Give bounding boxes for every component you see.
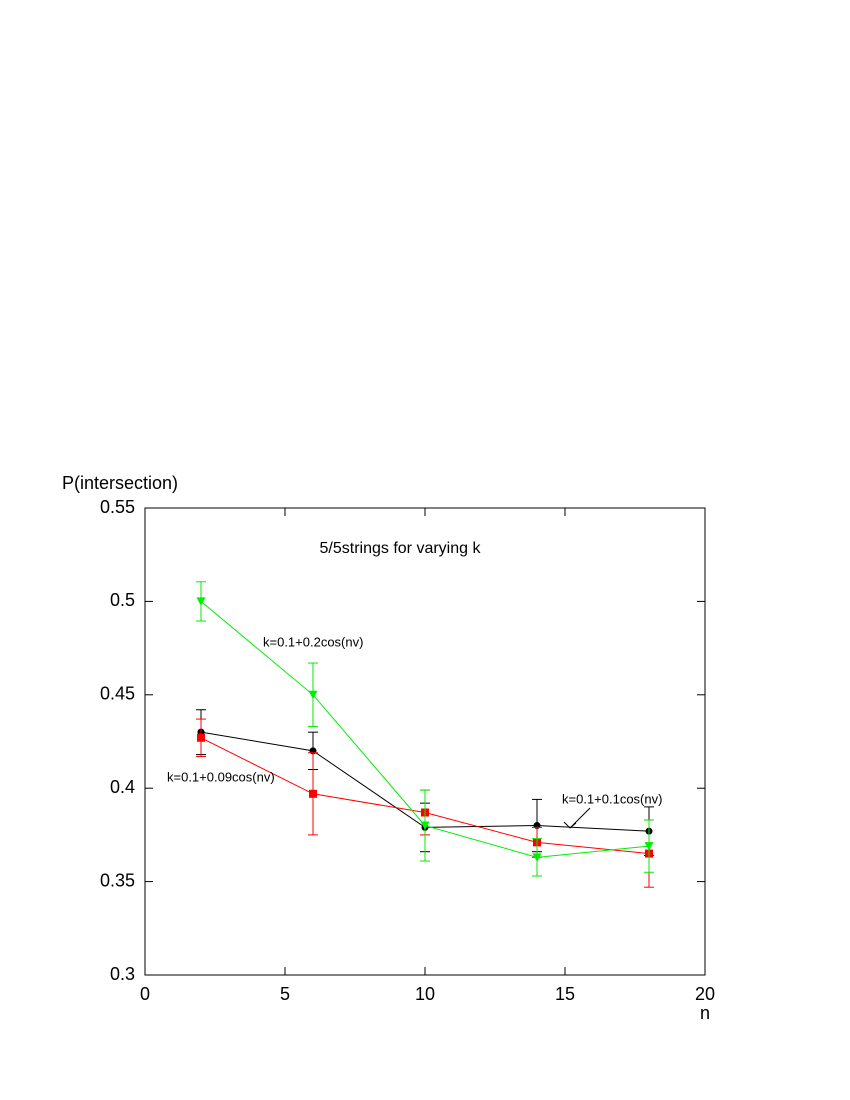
data-point	[532, 853, 542, 862]
x-axis-label: n	[700, 1003, 710, 1023]
y-tick-label: 0.35	[100, 870, 135, 890]
series-label: k=0.1+0.2cos(nv)	[263, 634, 363, 649]
x-tick-label: 0	[140, 984, 150, 1004]
y-axis-label: P(intersection)	[62, 473, 178, 493]
y-tick-label: 0.5	[110, 590, 135, 610]
data-point	[644, 842, 654, 851]
data-point	[196, 597, 206, 606]
x-tick-label: 15	[555, 984, 575, 1004]
x-tick-label: 5	[280, 984, 290, 1004]
y-tick-label: 0.4	[110, 777, 135, 797]
x-tick-label: 10	[415, 984, 435, 1004]
data-point	[309, 789, 317, 798]
series-label: k=0.1+0.09cos(nv)	[167, 769, 275, 784]
y-tick-label: 0.55	[100, 497, 135, 517]
x-tick-label: 20	[695, 984, 715, 1004]
arrow-head	[563, 821, 577, 829]
chart-title: 5/5strings for varying k	[320, 540, 482, 557]
y-tick-label: 0.45	[100, 684, 135, 704]
data-point	[308, 690, 318, 700]
plot-frame	[144, 507, 706, 976]
y-tick-label: 0.3	[110, 964, 135, 984]
series-label: k=0.1+0.1cos(nv)	[562, 791, 662, 806]
data-point	[197, 733, 205, 742]
data-point	[420, 821, 430, 831]
